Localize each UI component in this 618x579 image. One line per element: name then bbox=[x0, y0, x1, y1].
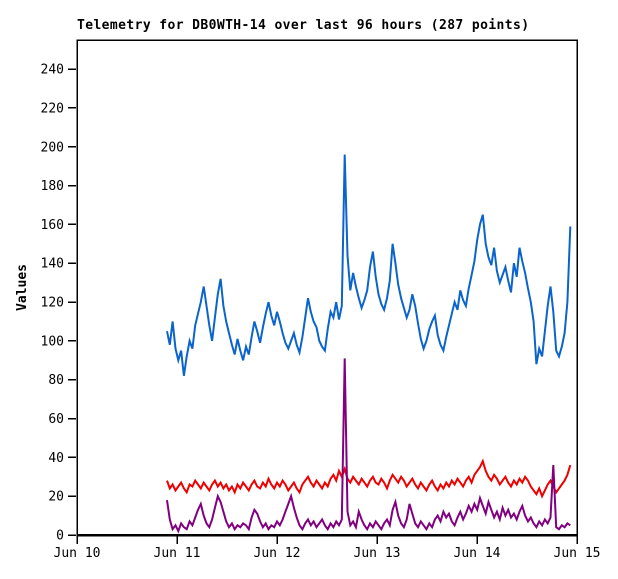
x-axis-tick-label: Jun 15 bbox=[554, 546, 601, 561]
y-axis-tick-label: 40 bbox=[48, 451, 64, 466]
x-axis-tick-label: Jun 12 bbox=[254, 546, 301, 561]
chart-title: Telemetry for DB0WTH-14 over last 96 hou… bbox=[77, 18, 530, 33]
y-axis-tick-label: 60 bbox=[48, 412, 64, 427]
x-axis-tick-label: Jun 10 bbox=[54, 546, 101, 561]
series-line-channel-purple bbox=[166, 358, 571, 534]
series-line-channel-blue bbox=[166, 154, 572, 376]
y-axis-tick-label: 180 bbox=[41, 179, 64, 194]
series-line-channel-red bbox=[166, 458, 572, 499]
y-axis-tick-label: 160 bbox=[41, 218, 64, 233]
x-axis-tick-label: Jun 13 bbox=[354, 546, 401, 561]
y-axis-tick-label: 120 bbox=[41, 296, 64, 311]
y-axis-tick-label: 100 bbox=[41, 334, 64, 349]
y-axis-title: Values bbox=[15, 264, 30, 311]
y-axis-tick-label: 0 bbox=[56, 529, 64, 544]
y-axis-tick-label: 200 bbox=[41, 140, 64, 155]
x-axis-tick-label: Jun 14 bbox=[454, 546, 501, 561]
plot-frame bbox=[76, 39, 578, 536]
y-axis-tick-label: 80 bbox=[48, 373, 64, 388]
y-axis-tick-label: 220 bbox=[41, 101, 64, 116]
y-axis-tick-label: 140 bbox=[41, 257, 64, 272]
x-axis-tick-label: Jun 11 bbox=[154, 546, 201, 561]
y-axis-tick-label: 20 bbox=[48, 490, 64, 505]
y-axis-tick-label: 240 bbox=[41, 63, 64, 78]
